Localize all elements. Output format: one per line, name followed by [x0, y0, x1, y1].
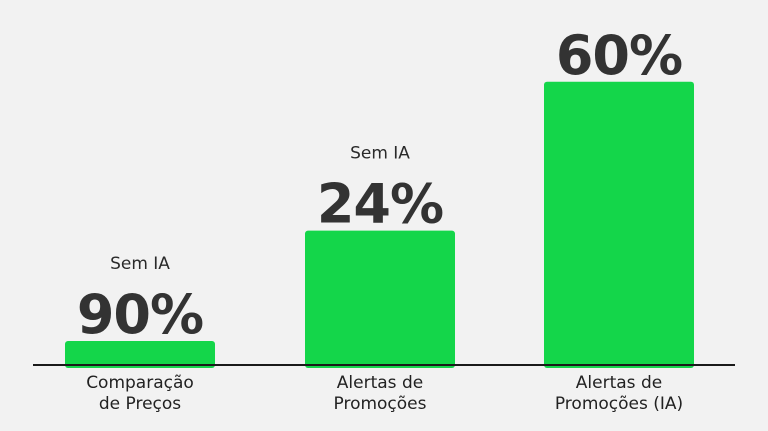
- category-label-2-line-2: Promoções: [334, 394, 427, 414]
- category-label-3-line-2: Promoções (IA): [555, 394, 683, 414]
- value-label-1: 90%: [77, 283, 203, 346]
- bar-1: [65, 341, 215, 368]
- value-label-2: 24%: [317, 173, 443, 236]
- category-label-3-line-1: Alertas de: [576, 373, 662, 393]
- sub-label-1: Sem IA: [110, 254, 170, 274]
- sub-label-2: Sem IA: [350, 144, 410, 164]
- category-label-1-line-2: de Preços: [99, 394, 181, 414]
- bars-group: [65, 81, 694, 369]
- value-label-3: 60%: [556, 24, 682, 87]
- bar-3: [544, 81, 694, 369]
- bar-2: [305, 230, 455, 368]
- category-label-2-line-1: Alertas de: [337, 373, 423, 393]
- category-label-1-line-1: Comparação: [86, 373, 194, 393]
